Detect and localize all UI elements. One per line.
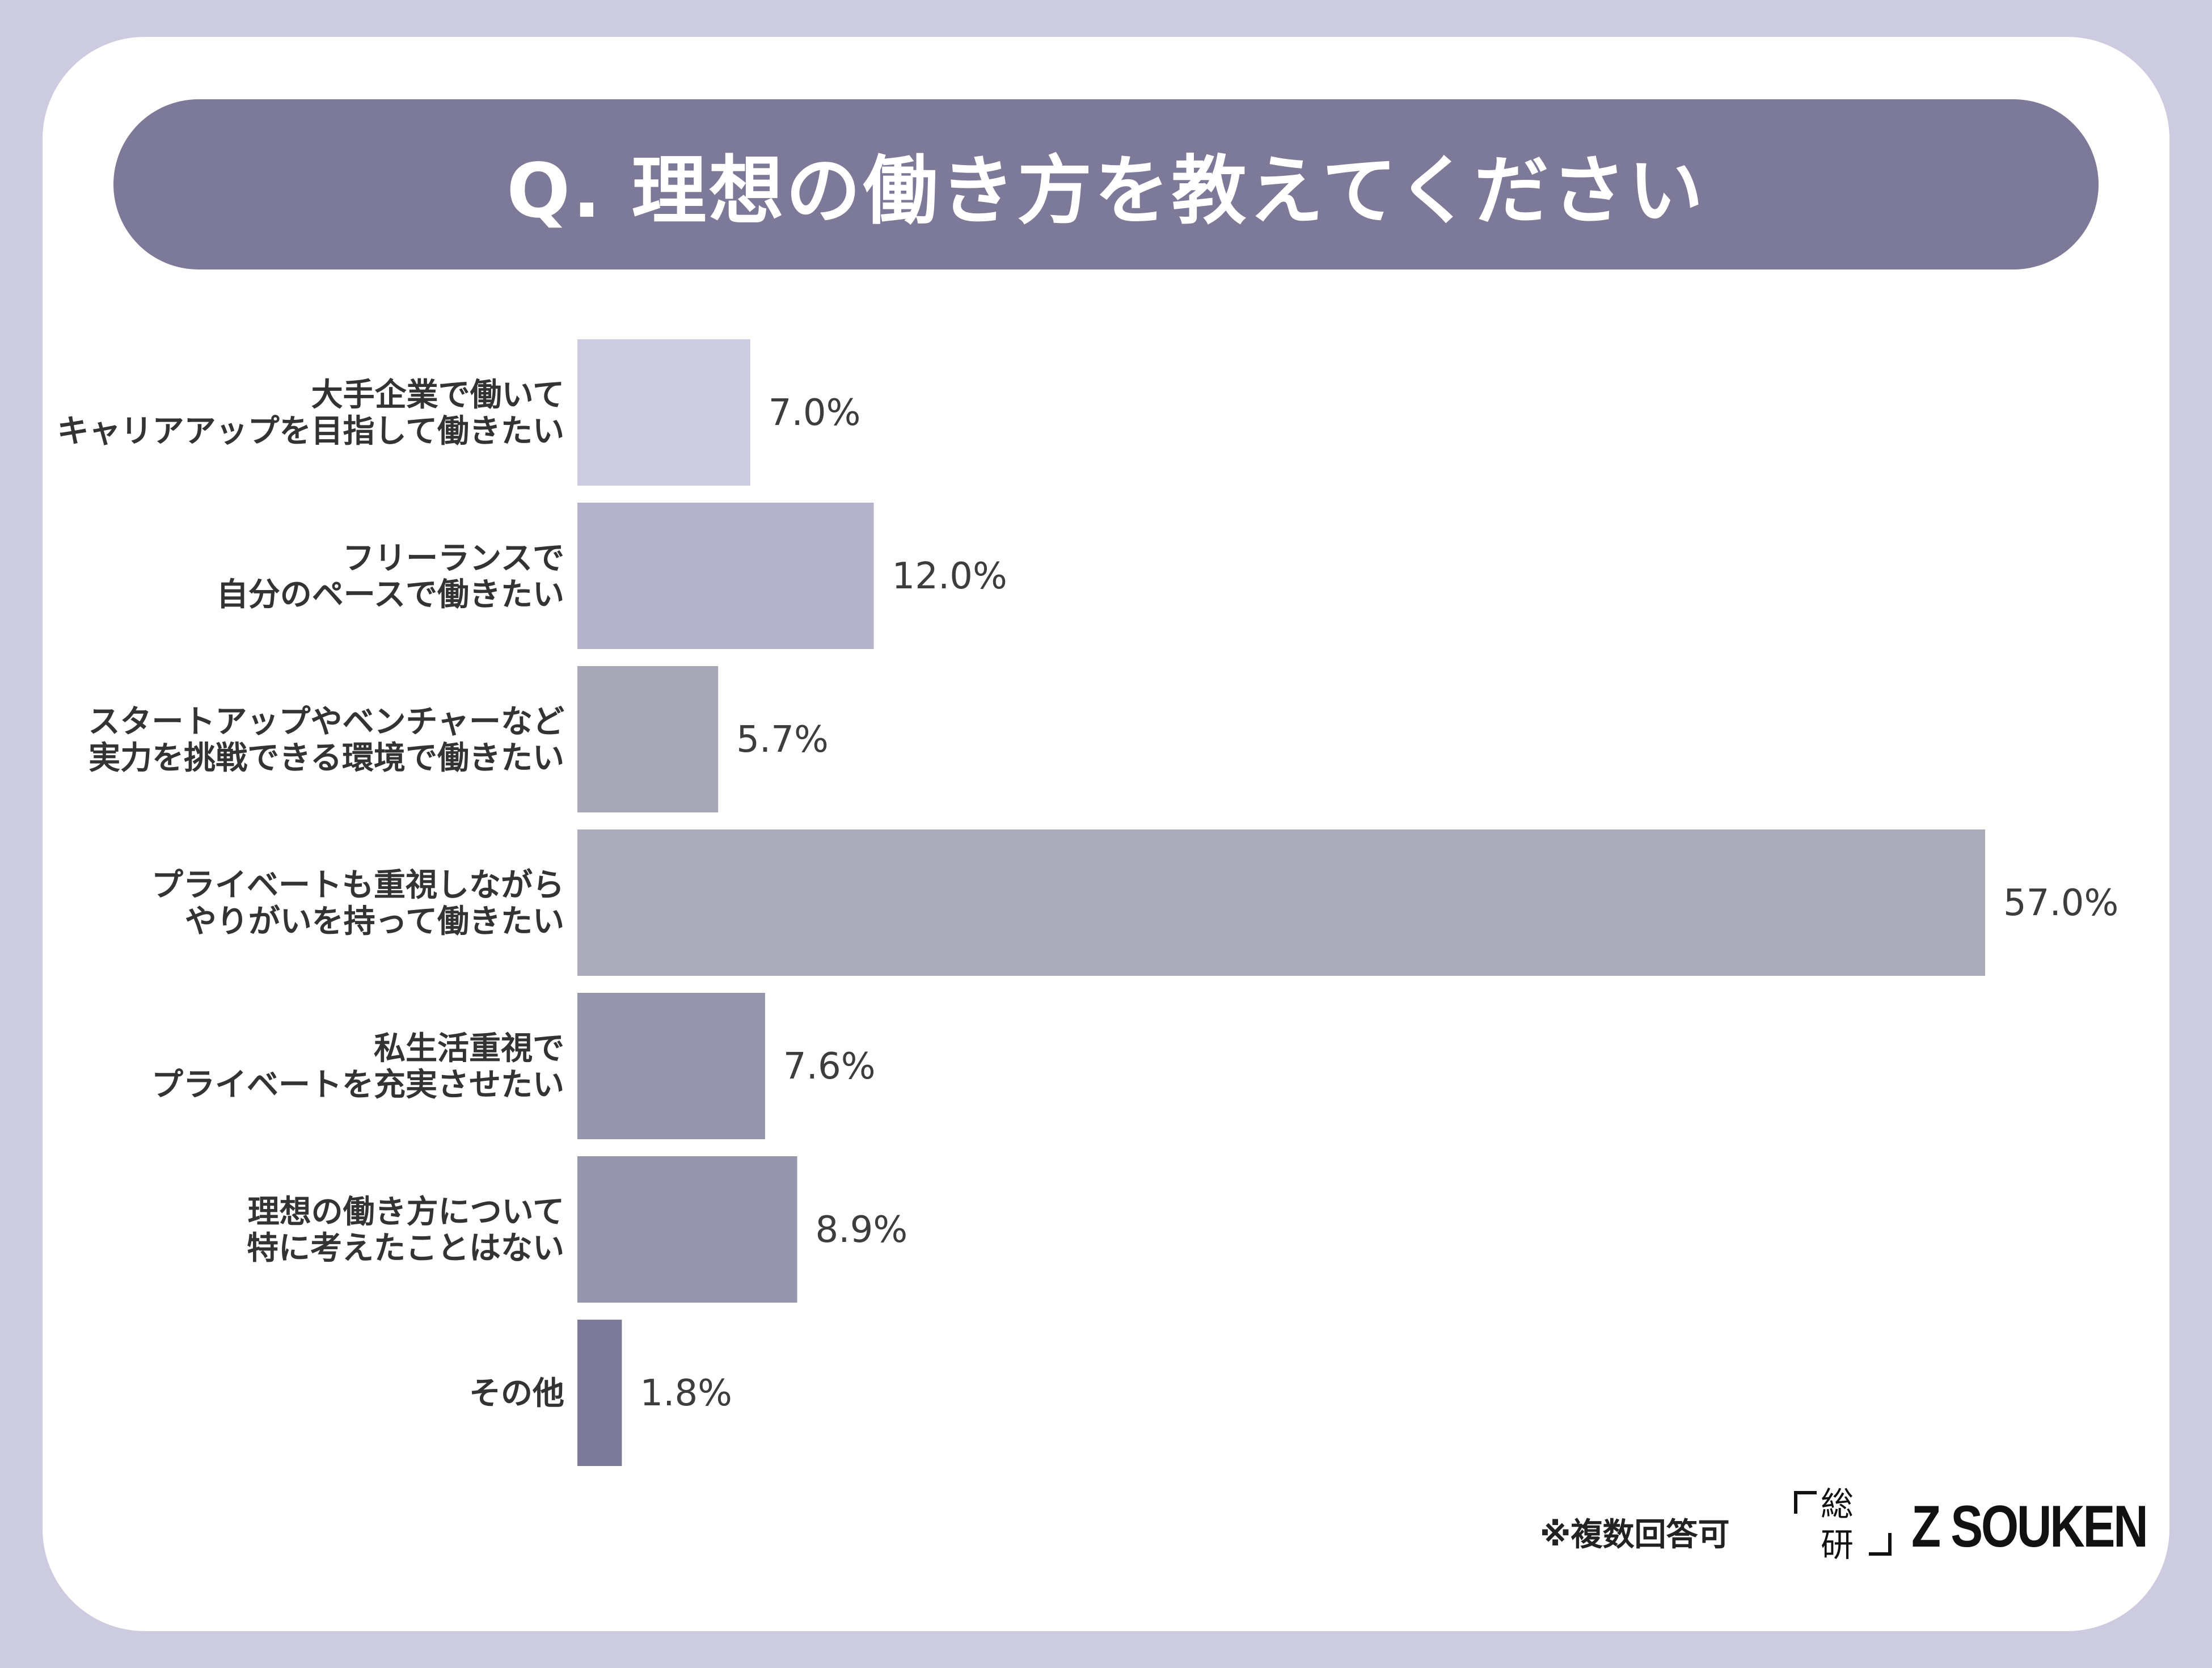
- logo-kanji-top: 総: [1821, 1485, 1854, 1523]
- category-label-6-0: その他: [469, 1375, 564, 1412]
- zsouken-logo: 総 研 Z SOUKEN: [1789, 1481, 2148, 1572]
- logo-wordmark: Z SOUKEN: [1911, 1494, 2148, 1560]
- value-label-6: 1.8%: [640, 1372, 732, 1414]
- bar-2: [577, 666, 719, 812]
- footnote: ※複数回答可: [1540, 1517, 1730, 1553]
- category-label-0-0: 大手企業で働いて: [311, 377, 564, 414]
- category-label-5-0: 理想の働き方について: [248, 1194, 564, 1231]
- category-label-3-0: プライベートも重視しながら: [151, 867, 564, 904]
- category-label-0-1: キャリアアップを目指して働きたい: [57, 413, 564, 450]
- logo-kanji-mark: 総 研: [1789, 1481, 1897, 1566]
- category-label-3-1: やりがいを持って働きたい: [185, 903, 564, 940]
- category-label-2-0: スタートアップやベンチャーなど: [88, 704, 564, 740]
- bar-3: [577, 829, 1985, 976]
- title-banner: Q. 理想の働き方を教えてください: [113, 99, 2099, 269]
- value-label-5: 8.9%: [816, 1209, 908, 1251]
- category-label-5-1: 特に考えたことはない: [247, 1230, 564, 1267]
- value-label-2: 5.7%: [736, 719, 829, 761]
- bar-4: [577, 993, 765, 1139]
- category-label-1-1: 自分のペースで働きたい: [217, 576, 564, 613]
- category-label-1-0: フリーランスで: [343, 540, 564, 577]
- bar-5: [577, 1156, 797, 1303]
- page-title: Q. 理想の働き方を教えてください: [506, 147, 1706, 235]
- bar-1: [577, 503, 874, 649]
- value-label-4: 7.6%: [783, 1046, 876, 1088]
- value-label-1: 12.0%: [892, 555, 1007, 597]
- category-label-2-1: 実力を挑戦できる環境で働きたい: [88, 740, 564, 777]
- logo-kanji-bottom: 研: [1821, 1526, 1854, 1564]
- bar-0: [577, 339, 750, 486]
- value-label-3: 57.0%: [2003, 882, 2118, 924]
- value-label-0: 7.0%: [769, 392, 861, 434]
- bar-6: [577, 1320, 622, 1466]
- category-label-4-1: プライベートを充実させたい: [151, 1067, 564, 1103]
- category-label-4-0: 私生活重視で: [374, 1030, 564, 1067]
